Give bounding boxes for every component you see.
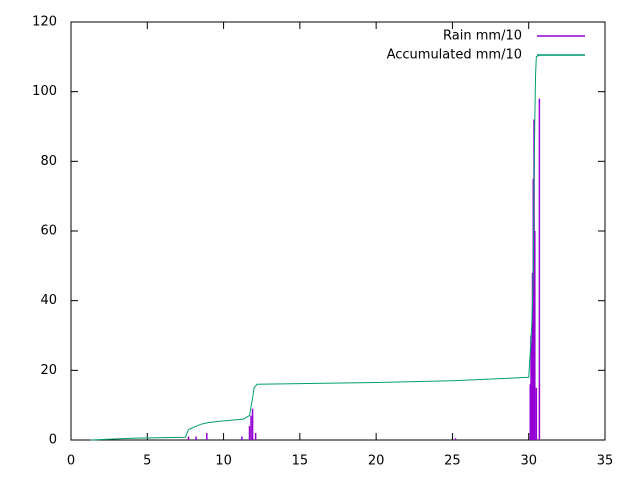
x-tick-label: 35	[597, 454, 614, 469]
x-tick-label: 20	[368, 454, 385, 469]
y-tick-label: 80	[40, 154, 57, 169]
x-tick-label: 15	[292, 454, 309, 469]
accumulated-line	[90, 54, 583, 441]
y-tick-label: 20	[40, 363, 57, 378]
legend-label: Rain mm/10	[443, 29, 522, 44]
y-tick-label: 0	[49, 433, 57, 448]
x-tick-label: 10	[215, 454, 232, 469]
y-tick-label: 100	[32, 84, 57, 99]
x-tick-label: 30	[520, 454, 537, 469]
y-tick-label: 40	[40, 293, 57, 308]
y-tick-label: 120	[32, 15, 57, 30]
y-tick-label: 60	[40, 224, 57, 239]
x-tick-label: 0	[67, 454, 75, 469]
x-tick-label: 5	[143, 454, 151, 469]
legend-label: Accumulated mm/10	[387, 48, 522, 63]
x-tick-label: 25	[444, 454, 461, 469]
